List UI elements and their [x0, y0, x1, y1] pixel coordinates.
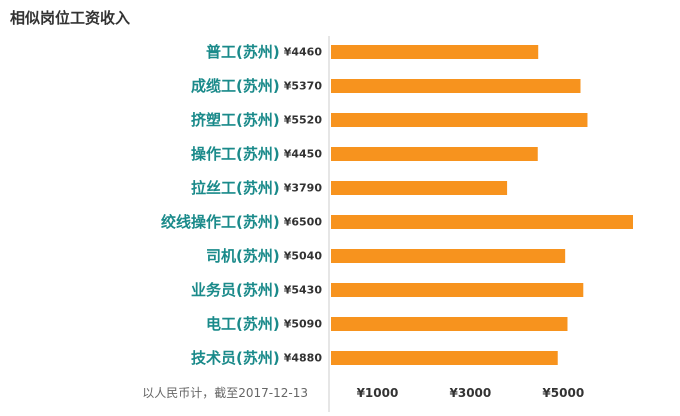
x-tick-label: ¥5000 [542, 386, 584, 400]
category-label: 成缆工(苏州) [191, 77, 280, 95]
category-label: 操作工(苏州) [191, 145, 280, 163]
bar [331, 249, 566, 263]
category-label: 挤塑工(苏州) [191, 111, 280, 129]
bar [331, 113, 588, 127]
bar [331, 181, 508, 195]
x-axis-ticks: ¥1000 ¥3000 ¥5000 [357, 386, 585, 400]
category-label: 普工(苏州) [206, 43, 280, 61]
category-label: 电工(苏州) [206, 315, 280, 333]
bar [331, 45, 539, 59]
salary-label: ¥5040 [284, 250, 323, 263]
bar [331, 147, 538, 161]
salary-label: ¥4450 [284, 148, 323, 161]
salary-label: ¥5520 [284, 114, 323, 127]
salary-label: ¥4880 [284, 352, 323, 365]
x-tick-label: ¥1000 [357, 386, 399, 400]
category-label: 技术员(苏州) [191, 349, 280, 367]
salary-label: ¥6500 [284, 216, 323, 229]
chart-title: 相似岗位工资收入 [10, 9, 131, 27]
bar [331, 215, 633, 229]
category-label: 司机(苏州) [206, 247, 280, 265]
category-labels: ¥4460 普工(苏州) ¥5370 成缆工(苏州) ¥5520 挤塑工(苏州) ¥4450… [161, 43, 322, 367]
footnote: 以人民币计，截至2017-12-13 [142, 386, 308, 400]
salary-label: ¥4460 [284, 46, 323, 59]
bar [331, 283, 584, 297]
bars [331, 45, 633, 365]
bar [331, 351, 558, 365]
bar [331, 79, 581, 93]
x-tick-label: ¥3000 [450, 386, 492, 400]
salary-label: ¥5430 [284, 284, 323, 297]
category-label: 业务员(苏州) [191, 281, 280, 299]
category-label: 绞线操作工(苏州) [161, 213, 280, 231]
bar [331, 317, 568, 331]
salary-label: ¥5370 [284, 80, 323, 93]
salary-label: ¥5090 [284, 318, 323, 331]
salary-label: ¥3790 [284, 182, 323, 195]
category-label: 拉丝工(苏州) [191, 179, 280, 197]
